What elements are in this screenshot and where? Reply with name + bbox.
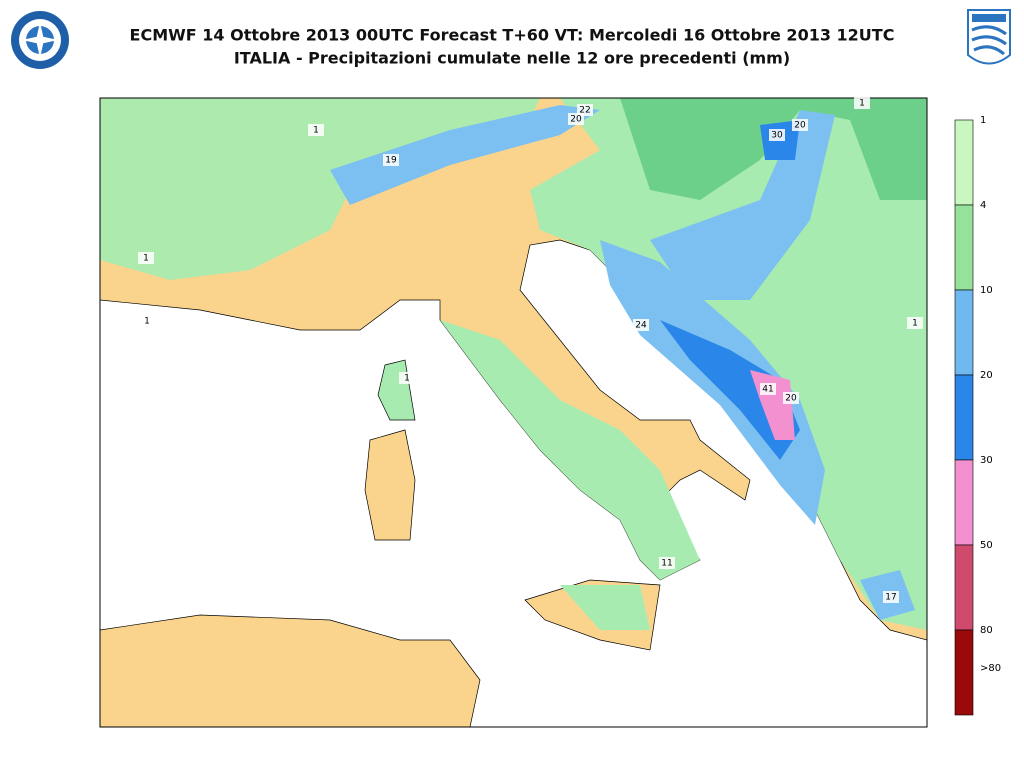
map-label-box [138,252,154,264]
legend-swatch [954,119,974,206]
map-label: 22 [579,106,590,116]
map-label: 24 [635,321,647,331]
map-label: 1 [404,374,410,384]
map-label: 11 [661,559,672,569]
map-label: 1 [912,319,918,329]
map-label: 20 [570,115,582,125]
map-label: 1 [313,126,319,136]
rain-light [560,585,650,630]
legend: 1 4 10 20 30 50 80 >80 [954,115,1001,716]
map-label-box [633,319,649,331]
legend-swatch [954,459,974,546]
legend-swatch [954,204,974,291]
map-label-box [907,317,923,329]
map-label: 20 [785,394,797,404]
map-label-box [399,372,415,384]
map-label-box [568,113,584,125]
legend-label: 30 [980,455,993,466]
map-label-box [854,97,870,109]
map-label: 1 [859,99,865,109]
rain-very-heavy [660,320,800,460]
map-label-box [792,119,808,131]
map-label-box [783,392,799,404]
legend-swatch [954,544,974,631]
legend-swatch [954,629,974,716]
map-label-box [383,154,399,166]
legend-swatch [954,374,974,461]
logo-right [967,9,1011,65]
map [99,97,928,728]
land [100,614,481,727]
map-label-box [139,315,155,327]
map-label: 20 [794,121,806,131]
legend-label: 20 [980,370,993,381]
map-label: 17 [885,593,896,603]
map-label: 1 [144,317,150,327]
map-label-box [760,383,776,395]
map-label: 41 [762,385,773,395]
land [364,429,416,541]
legend-label: 80 [980,625,993,636]
legend-label: 10 [980,285,993,296]
legend-label: 1 [980,115,986,126]
map-label-box [769,129,785,141]
map-label: 1 [143,254,149,264]
map-label: 30 [771,131,783,141]
logo-left [11,11,69,69]
rain-heavy [330,105,600,205]
map-label: 19 [385,156,397,166]
map-label-box [308,124,324,136]
rain-mid [620,98,927,200]
map-label-box [883,591,899,603]
title: ECMWF 14 Ottobre 2013 00UTC Forecast T+6… [130,26,895,45]
legend-label: 4 [980,200,986,211]
legend-label: >80 [980,663,1001,674]
subtitle: ITALIA - Precipitazioni cumulate nelle 1… [234,49,790,68]
legend-label: 50 [980,540,993,551]
legend-swatch [954,289,974,376]
rain-light [440,320,700,580]
map-label-box [659,557,675,569]
